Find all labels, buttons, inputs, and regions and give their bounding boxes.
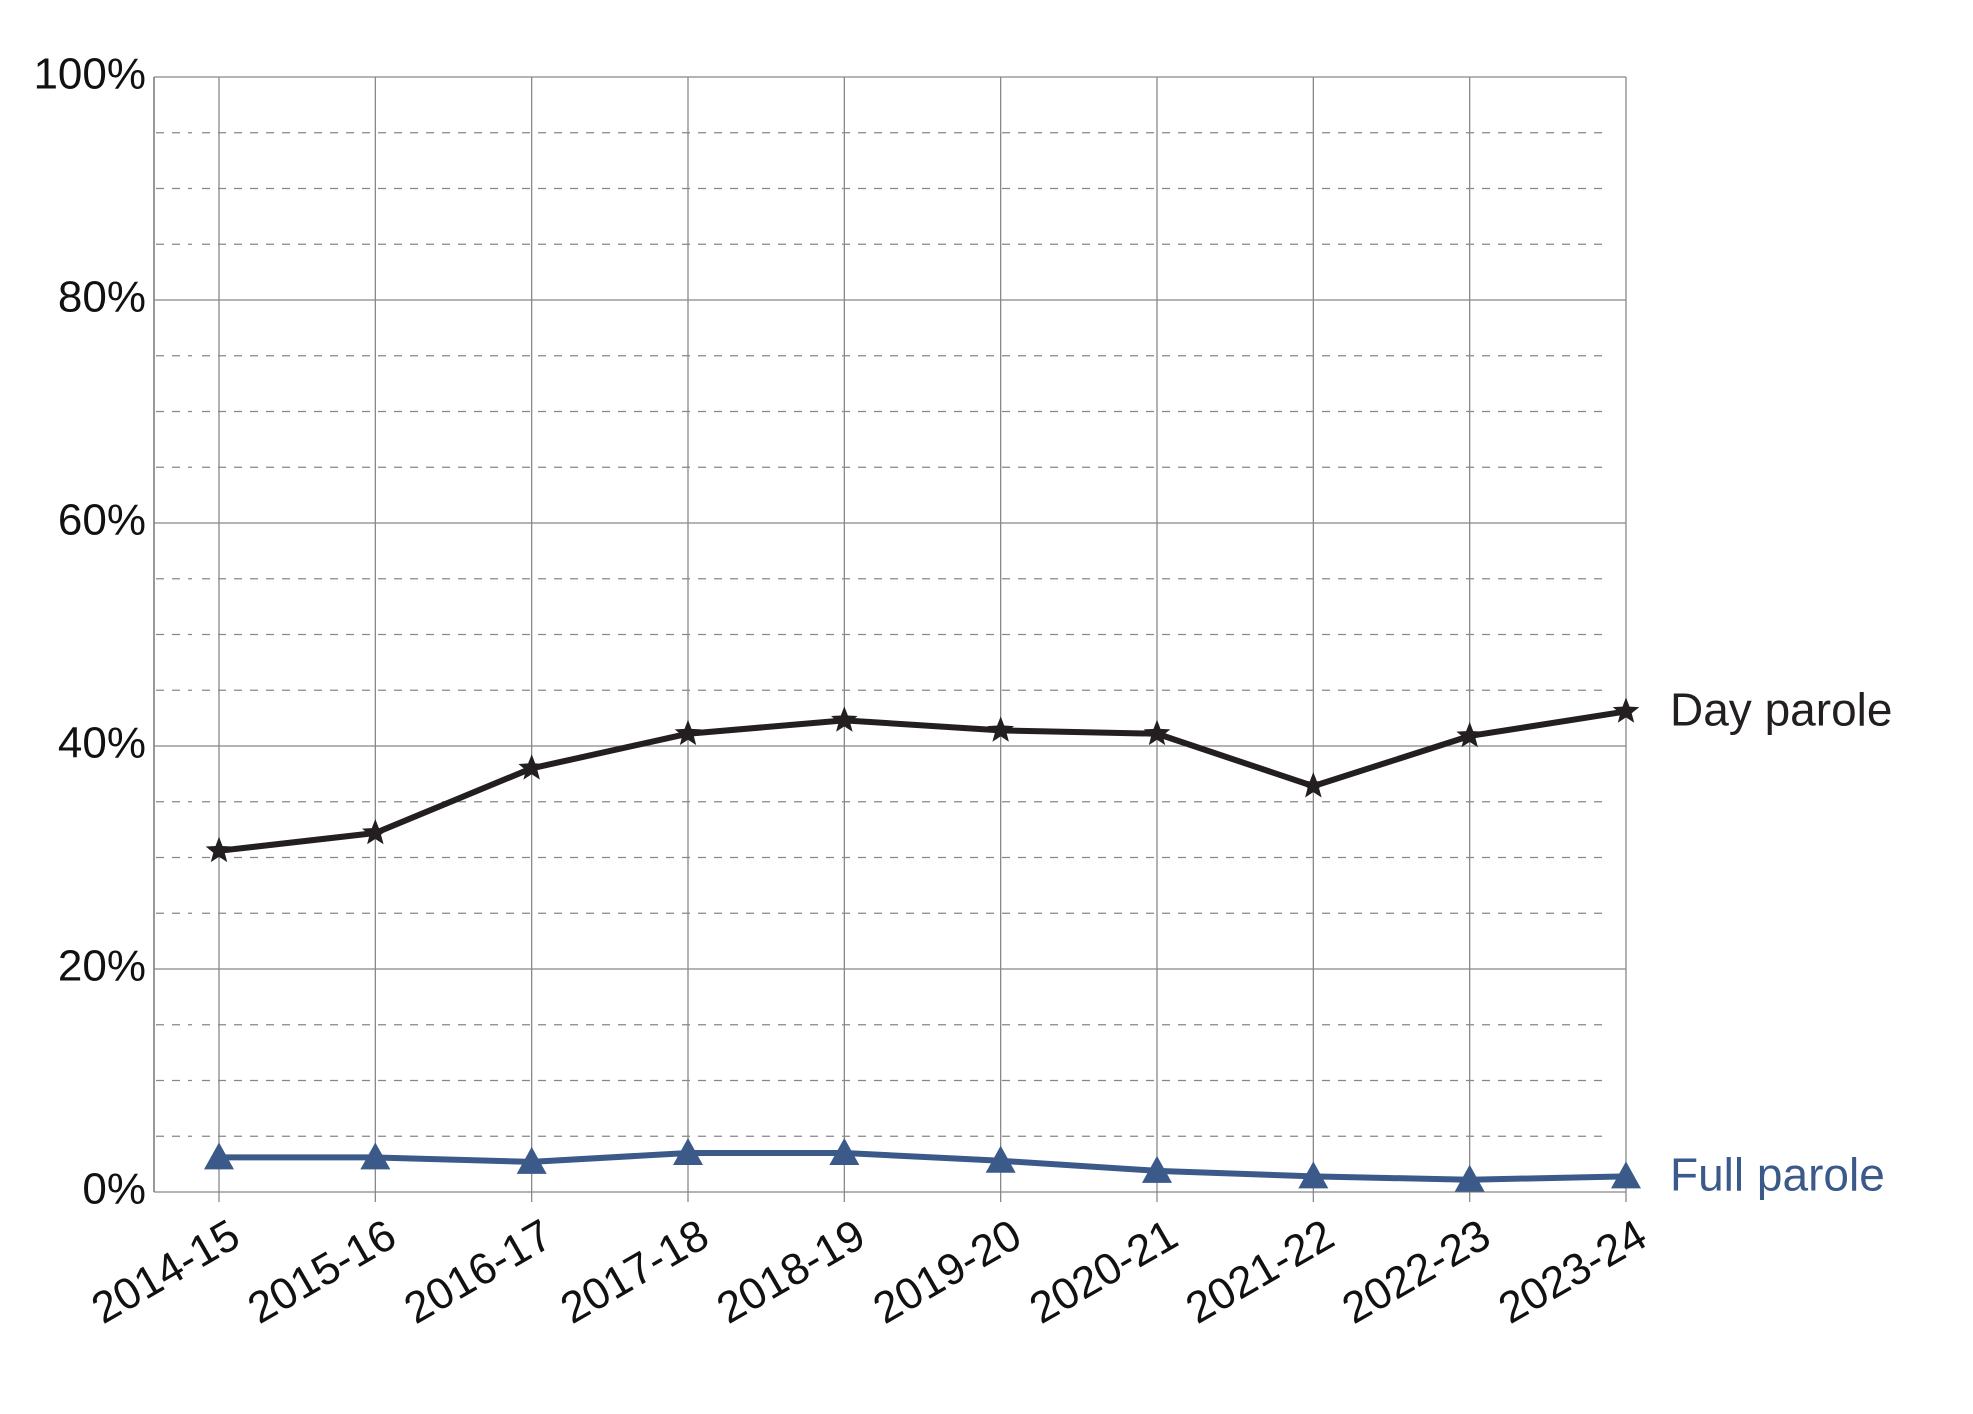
marker	[1611, 1161, 1641, 1189]
y-tick-label: 40%	[58, 719, 146, 768]
marker	[1143, 719, 1171, 746]
x-tick-label: 2017-18	[552, 1210, 716, 1333]
marker	[987, 716, 1014, 742]
x-tick-label: 2015-16	[240, 1210, 404, 1333]
y-tick-label: 60%	[58, 496, 146, 545]
marker	[673, 1137, 703, 1165]
marker	[516, 1146, 547, 1174]
y-tick-label: 100%	[33, 50, 146, 99]
y-tick-label: 80%	[58, 273, 146, 322]
marker	[1298, 1161, 1329, 1189]
marker	[829, 1137, 860, 1165]
marker	[205, 836, 233, 863]
marker	[1300, 772, 1327, 798]
marker	[518, 754, 545, 780]
x-tick-label: 2022-23	[1334, 1210, 1498, 1333]
marker	[362, 819, 389, 845]
marker	[1612, 697, 1640, 723]
marker	[985, 1145, 1016, 1173]
series-line	[219, 1149, 1627, 1183]
x-tick-label: 2023-24	[1490, 1210, 1654, 1333]
y-tick-label: 20%	[58, 942, 146, 991]
marker	[1142, 1155, 1172, 1183]
marker	[1454, 1164, 1485, 1192]
x-tick-label: 2018-19	[709, 1210, 873, 1333]
marker	[674, 719, 702, 746]
y-tick-label: 0%	[82, 1165, 146, 1214]
series-line	[218, 708, 1627, 854]
marker	[360, 1142, 391, 1170]
series-label: Day parole	[1670, 684, 1892, 736]
marker	[204, 1142, 234, 1170]
x-tick-label: 2021-22	[1178, 1210, 1342, 1333]
marker	[831, 706, 858, 732]
x-tick-label: 2014-15	[83, 1210, 247, 1333]
series-label: Full parole	[1670, 1149, 1885, 1201]
marker	[1456, 722, 1483, 748]
x-tick-label: 2016-17	[396, 1210, 560, 1333]
x-tick-label: 2020-21	[1021, 1210, 1185, 1333]
x-tick-label: 2019-20	[865, 1210, 1029, 1333]
